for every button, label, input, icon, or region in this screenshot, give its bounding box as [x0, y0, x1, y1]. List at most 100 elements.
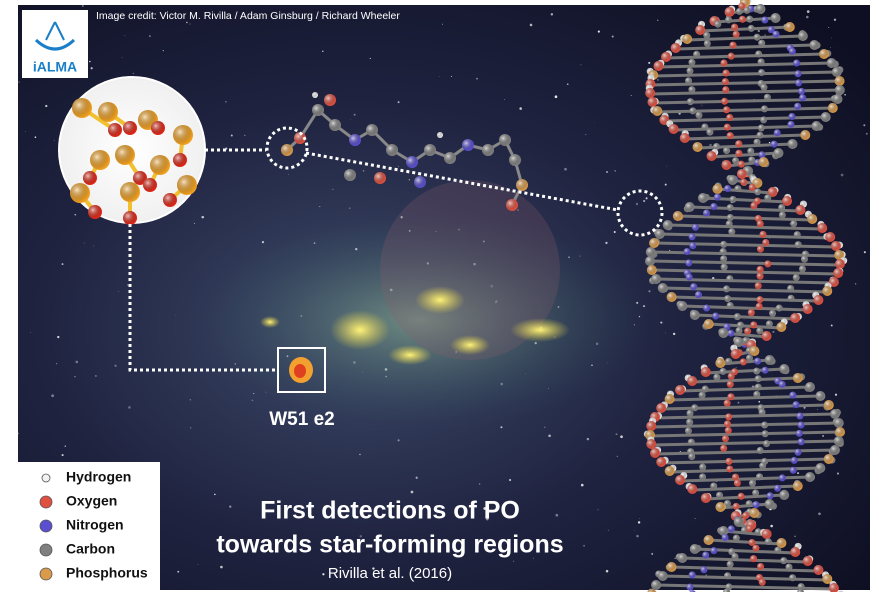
atom-shine	[726, 132, 734, 140]
star	[410, 490, 414, 494]
atom-shine	[724, 295, 732, 303]
atom-shine	[790, 456, 798, 464]
atom-shine	[797, 583, 805, 591]
atom-shine	[829, 409, 840, 419]
star	[614, 170, 616, 172]
atom-shine	[689, 544, 700, 554]
atom-shine	[738, 15, 746, 23]
star	[564, 167, 567, 171]
atom-shine	[173, 125, 193, 145]
star	[93, 245, 95, 247]
atom-shine	[719, 248, 727, 256]
atom-shine	[828, 277, 839, 287]
atom-shine	[716, 491, 724, 499]
atom-shine	[98, 102, 118, 122]
atom-shine	[765, 320, 773, 328]
star	[806, 10, 810, 13]
star	[229, 505, 232, 508]
star	[772, 331, 774, 333]
atom-shine	[702, 551, 710, 559]
atom-shine	[651, 580, 662, 590]
star	[660, 321, 663, 324]
star	[834, 393, 838, 396]
atom-shine	[312, 104, 324, 116]
bond	[680, 475, 810, 483]
star	[486, 517, 489, 521]
atom-shine	[701, 123, 709, 131]
atom-shine	[815, 463, 826, 473]
atom-shine	[700, 367, 711, 377]
star	[362, 170, 365, 172]
atom-shine	[712, 312, 720, 320]
star	[189, 23, 191, 25]
bond	[711, 151, 779, 159]
atom-shine	[807, 214, 818, 224]
atom-shine	[779, 364, 790, 374]
atom-shine	[683, 247, 691, 255]
atom-shine	[506, 199, 518, 211]
star	[64, 445, 66, 447]
atom-shine	[732, 157, 740, 165]
star	[57, 335, 60, 339]
atom-shine	[792, 373, 803, 383]
atom-shine	[754, 188, 762, 196]
atom-shine	[462, 139, 474, 151]
star	[532, 557, 535, 559]
atom-shine	[721, 435, 729, 443]
bond	[650, 259, 840, 267]
atom-shine	[802, 556, 813, 566]
atom-shine	[756, 327, 764, 335]
atom-shine	[731, 552, 739, 560]
star	[53, 140, 55, 142]
atom-shine	[173, 153, 187, 167]
atom-shine	[736, 169, 747, 179]
atom-shine	[726, 204, 734, 212]
atom-shine	[835, 427, 845, 437]
atom-shine	[761, 331, 772, 341]
star	[555, 513, 559, 517]
atom-shine	[745, 500, 753, 508]
atom-shine	[150, 155, 170, 175]
atom-shine	[688, 452, 696, 460]
atom-shine	[748, 538, 756, 546]
atom-shine	[740, 178, 748, 186]
title-line: First detections of PO	[260, 497, 520, 525]
star	[758, 400, 761, 403]
atom-shine	[828, 583, 839, 593]
star	[61, 454, 64, 457]
star	[90, 67, 93, 70]
atom-shine	[386, 144, 398, 156]
star	[397, 165, 399, 167]
bond	[664, 115, 826, 123]
atom-shine	[764, 355, 775, 365]
atom-shine	[809, 40, 820, 50]
source-label: W51 e2	[269, 409, 334, 430]
star	[669, 249, 671, 252]
star	[193, 222, 195, 224]
atom-shine	[752, 489, 760, 497]
atom-shine	[757, 58, 765, 66]
atom-shine	[727, 175, 738, 185]
atom-shine	[760, 105, 768, 113]
atom-shine	[737, 492, 745, 500]
star	[657, 19, 659, 21]
star	[648, 290, 651, 293]
atom-shine	[778, 474, 786, 482]
atom-shine	[794, 70, 802, 78]
atom-shine	[650, 448, 661, 458]
atom-shine	[677, 553, 688, 563]
star	[230, 134, 233, 137]
atom-shine	[726, 380, 734, 388]
atom-shine	[779, 490, 790, 500]
bond	[659, 232, 831, 240]
atom-shine	[757, 68, 765, 76]
atom-shine	[723, 399, 731, 407]
atom-shine	[755, 50, 763, 58]
atom-shine	[764, 499, 775, 509]
atom-shine	[482, 144, 494, 156]
star	[764, 34, 766, 36]
atom-shine	[758, 578, 766, 586]
atom-shine	[700, 566, 708, 574]
bond	[679, 385, 811, 393]
atom-shine	[747, 309, 755, 317]
